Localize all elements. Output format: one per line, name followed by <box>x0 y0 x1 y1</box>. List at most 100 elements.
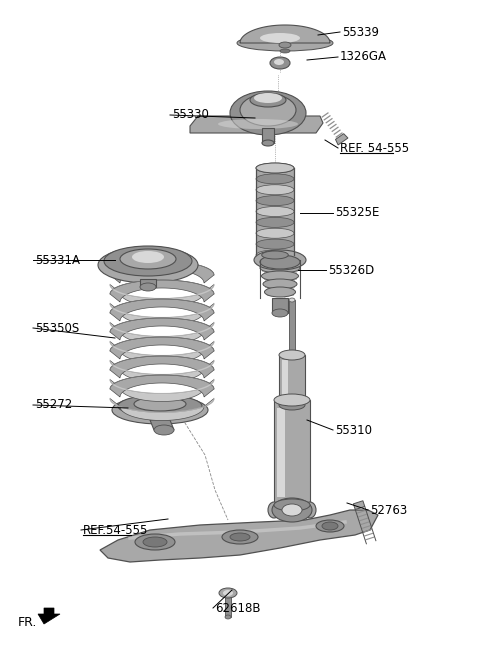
Ellipse shape <box>143 537 167 547</box>
Bar <box>256 168 294 255</box>
Polygon shape <box>110 304 214 325</box>
Ellipse shape <box>254 250 306 270</box>
Ellipse shape <box>230 91 306 135</box>
Text: 55330: 55330 <box>172 108 209 121</box>
Ellipse shape <box>254 93 282 103</box>
Polygon shape <box>110 380 214 401</box>
Bar <box>272 298 288 313</box>
Text: 62618B: 62618B <box>215 602 261 615</box>
Ellipse shape <box>316 520 344 532</box>
Text: 55350S: 55350S <box>35 321 79 335</box>
Ellipse shape <box>135 534 175 550</box>
Polygon shape <box>240 25 330 43</box>
Bar <box>266 288 293 296</box>
Polygon shape <box>110 318 214 340</box>
Bar <box>265 280 295 288</box>
Ellipse shape <box>256 250 294 260</box>
Ellipse shape <box>225 615 231 619</box>
Text: 55310: 55310 <box>335 424 372 436</box>
Ellipse shape <box>104 246 192 276</box>
Ellipse shape <box>262 271 299 281</box>
Ellipse shape <box>262 140 274 146</box>
Ellipse shape <box>279 400 305 410</box>
Ellipse shape <box>240 94 296 126</box>
Ellipse shape <box>260 255 300 269</box>
Ellipse shape <box>289 298 295 302</box>
Bar <box>262 264 298 272</box>
Bar <box>264 272 297 280</box>
Bar <box>262 128 274 143</box>
Ellipse shape <box>132 251 164 263</box>
Ellipse shape <box>256 174 294 184</box>
Bar <box>279 355 305 405</box>
Ellipse shape <box>256 207 294 216</box>
Ellipse shape <box>260 263 300 273</box>
Ellipse shape <box>262 251 288 259</box>
Ellipse shape <box>282 504 302 516</box>
Ellipse shape <box>272 309 288 317</box>
Ellipse shape <box>256 185 294 195</box>
Bar <box>353 501 365 510</box>
Text: REF.54-555: REF.54-555 <box>83 523 148 537</box>
Ellipse shape <box>322 522 338 530</box>
Ellipse shape <box>250 93 286 107</box>
Ellipse shape <box>120 249 176 269</box>
Polygon shape <box>110 375 214 397</box>
Ellipse shape <box>256 239 294 249</box>
Ellipse shape <box>270 57 290 69</box>
Polygon shape <box>100 510 378 562</box>
Bar <box>225 597 231 617</box>
Ellipse shape <box>274 59 284 65</box>
Ellipse shape <box>218 119 298 129</box>
Ellipse shape <box>230 533 250 541</box>
Bar <box>140 279 156 287</box>
Text: 55326D: 55326D <box>328 264 374 276</box>
Polygon shape <box>110 285 214 306</box>
Bar <box>277 408 285 497</box>
Ellipse shape <box>268 502 280 518</box>
Polygon shape <box>110 342 214 363</box>
Ellipse shape <box>256 228 294 238</box>
Ellipse shape <box>223 590 233 596</box>
Ellipse shape <box>274 394 310 406</box>
Ellipse shape <box>222 530 258 544</box>
Ellipse shape <box>263 279 297 289</box>
Ellipse shape <box>279 350 305 360</box>
Bar <box>289 300 295 360</box>
Text: 55325E: 55325E <box>335 207 379 220</box>
Polygon shape <box>110 280 214 302</box>
Text: 1326GA: 1326GA <box>340 51 387 64</box>
Polygon shape <box>150 420 174 430</box>
Ellipse shape <box>154 425 174 435</box>
Ellipse shape <box>280 49 290 53</box>
Bar <box>274 400 310 505</box>
Polygon shape <box>110 337 214 359</box>
Polygon shape <box>38 608 60 624</box>
Ellipse shape <box>279 42 291 48</box>
Ellipse shape <box>237 35 333 51</box>
Ellipse shape <box>264 287 296 297</box>
Ellipse shape <box>256 217 294 228</box>
Ellipse shape <box>134 397 186 411</box>
Polygon shape <box>110 356 214 378</box>
Ellipse shape <box>256 195 294 205</box>
Ellipse shape <box>272 498 312 522</box>
Polygon shape <box>190 116 323 133</box>
Ellipse shape <box>140 283 156 291</box>
Ellipse shape <box>256 163 294 173</box>
Ellipse shape <box>118 395 202 417</box>
Polygon shape <box>110 261 214 283</box>
Polygon shape <box>110 361 214 382</box>
Polygon shape <box>336 134 348 145</box>
Polygon shape <box>110 299 214 321</box>
Polygon shape <box>110 323 214 344</box>
Ellipse shape <box>219 588 237 598</box>
Text: 55331A: 55331A <box>35 253 80 266</box>
Ellipse shape <box>112 396 208 424</box>
Polygon shape <box>110 398 214 420</box>
Text: FR.: FR. <box>18 615 37 628</box>
Ellipse shape <box>304 502 316 518</box>
Text: 55272: 55272 <box>35 398 72 411</box>
Text: 52763: 52763 <box>370 504 407 516</box>
Ellipse shape <box>274 499 310 511</box>
